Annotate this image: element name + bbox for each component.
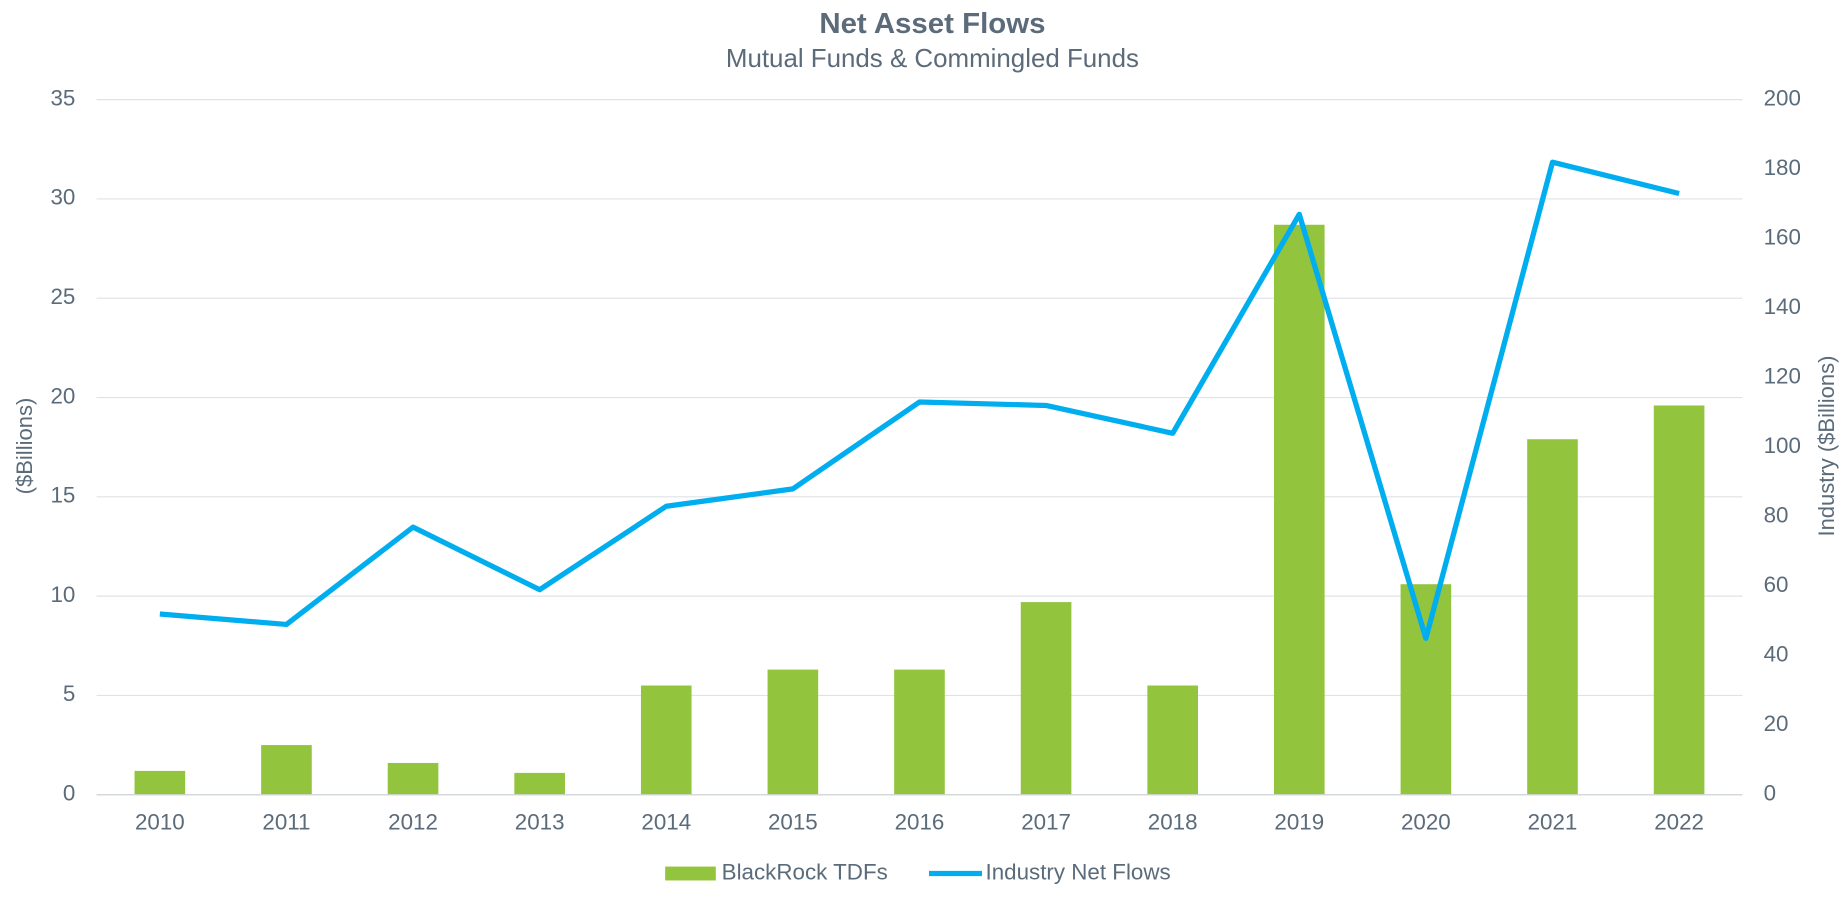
y-tick-label: 25 (50, 284, 75, 309)
y2-tick-label: 120 (1764, 364, 1801, 389)
legend-label: BlackRock TDFs (722, 859, 888, 884)
x-tick-label: 2010 (135, 810, 185, 835)
y-tick-label: 30 (50, 185, 75, 210)
y2-tick-label: 100 (1764, 433, 1801, 458)
bar (134, 770, 186, 795)
x-tick-label: 2019 (1274, 810, 1324, 835)
x-tick-label: 2016 (895, 810, 945, 835)
legend-swatch (665, 866, 716, 881)
y-tick-label: 15 (50, 483, 75, 508)
x-tick-label: 2013 (515, 810, 565, 835)
bar (514, 772, 565, 795)
x-tick-label: 2011 (262, 810, 310, 835)
bar (1147, 685, 1198, 795)
bar (1273, 224, 1325, 795)
bar (767, 669, 819, 795)
x-tick-label: 2015 (768, 810, 818, 835)
y2-tick-label: 80 (1764, 503, 1789, 528)
x-tick-label: 2017 (1021, 810, 1071, 835)
x-tick-label: 2021 (1528, 810, 1578, 835)
bar (1653, 405, 1705, 795)
bar (1020, 602, 1072, 795)
y2-tick-label: 180 (1764, 155, 1801, 180)
y-tick-label: 5 (63, 681, 75, 706)
bar (894, 669, 945, 795)
y2-tick-label: 160 (1764, 225, 1801, 250)
bar (640, 685, 692, 795)
legend-label: Industry Net Flows (986, 859, 1171, 884)
y2-tick-label: 60 (1764, 572, 1789, 597)
chart-title: Net Asset Flows (819, 8, 1045, 40)
line (159, 159, 1680, 641)
x-tick-label: 2012 (388, 810, 438, 835)
bar (1400, 584, 1452, 795)
bar (387, 762, 439, 795)
y2-axis-label: Industry ($Billions) (1814, 356, 1839, 537)
y2-tick-label: 0 (1764, 781, 1776, 806)
y-tick-label: 10 (50, 582, 75, 607)
y-tick-label: 35 (50, 86, 75, 111)
x-tick-label: 2020 (1401, 810, 1451, 835)
chart-subtitle: Mutual Funds & Commingled Funds (726, 45, 1139, 73)
x-tick-label: 2018 (1148, 810, 1198, 835)
bar (261, 745, 312, 795)
y-tick-label: 20 (50, 384, 75, 409)
y-axis-label: ($Billions) (12, 398, 37, 495)
y-tick-label: 0 (63, 781, 75, 806)
y2-tick-label: 140 (1764, 294, 1801, 319)
y2-tick-label: 200 (1764, 86, 1801, 111)
y2-tick-label: 20 (1764, 711, 1789, 736)
x-tick-label: 2022 (1654, 810, 1704, 835)
x-tick-label: 2014 (641, 810, 691, 835)
bar (1527, 439, 1578, 795)
y2-tick-label: 40 (1764, 642, 1789, 667)
